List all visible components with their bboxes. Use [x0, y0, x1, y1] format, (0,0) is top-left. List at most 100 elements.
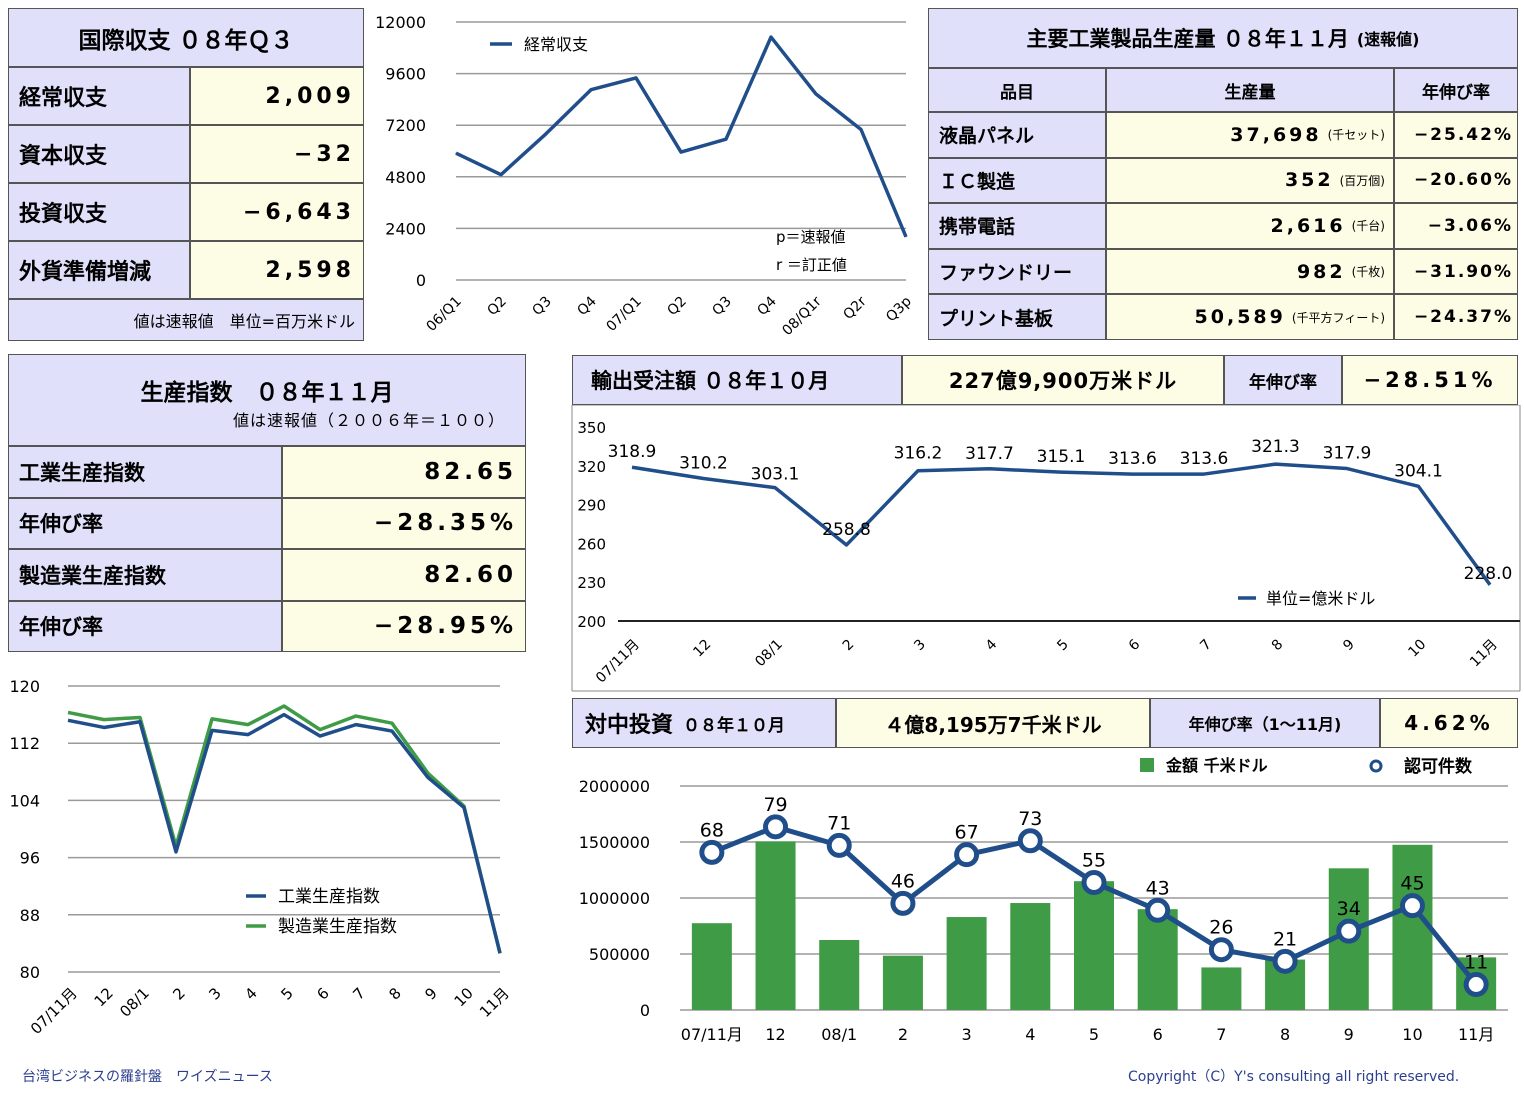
data-label: 228.0 [1464, 564, 1513, 584]
data-label: 317.9 [1323, 444, 1372, 464]
index-label: 製造業生産指数 [8, 549, 282, 601]
production-item: 液晶パネル [928, 112, 1106, 158]
x-tick-label: 06/Q1 [423, 294, 464, 335]
data-point [590, 89, 592, 91]
annotation-p: p＝速報値 [776, 228, 846, 246]
bop-value-current: 2,009 [190, 67, 364, 125]
x-tick-label: 11月 [1458, 1025, 1494, 1044]
bar-amount [1010, 903, 1051, 1010]
index-label: 年伸び率 [8, 600, 282, 652]
data-label: 68 [700, 819, 724, 841]
data-point [455, 152, 457, 154]
x-tick-label: 9 [1340, 637, 1358, 655]
legend-label: 工業生産指数 [278, 887, 380, 907]
x-tick-label: 3 [911, 637, 929, 655]
y-tick-label: 12000 [375, 13, 426, 32]
production-unit: (千セット) [1327, 128, 1385, 143]
x-tick-label: 4 [241, 984, 260, 1003]
x-tick-label: Q3 [529, 294, 554, 319]
y-tick-label: 9600 [385, 65, 426, 84]
production-item: プリント基板 [928, 294, 1106, 340]
y-tick-label: 0 [416, 271, 426, 290]
production-item: ファウンドリー [928, 248, 1106, 295]
y-tick-label: 2400 [385, 219, 426, 238]
production-item: 携帯電話 [928, 203, 1106, 249]
x-tick-label: 4 [983, 636, 1001, 654]
line-marker [1081, 869, 1107, 895]
data-label: 79 [763, 794, 787, 816]
data-label: 71 [827, 812, 851, 834]
china-yoy-value: 4.62% [1380, 698, 1518, 748]
x-tick-label: 07/11月 [593, 637, 643, 687]
production-qty: 37,698 [1230, 123, 1322, 146]
production-unit: (千台) [1351, 219, 1385, 234]
data-point [545, 133, 547, 135]
data-label: 46 [891, 870, 915, 892]
production-qty-cell: 50,589 (千平方フィート) [1106, 294, 1394, 340]
data-label: 318.9 [608, 442, 657, 462]
export-yoy-value: −28.51% [1342, 355, 1518, 405]
production-unit: (百万個) [1339, 173, 1385, 188]
data-point [770, 36, 772, 38]
x-tick-label: 4 [1025, 1025, 1035, 1044]
production-qty-cell: 982 (千枚) [1106, 248, 1394, 295]
x-tick-label: 6 [1126, 636, 1144, 654]
export-orders-chart: 200 230 260 290 320 350 07/11月 12 08/1 2 3 4 5 6 7 8 9 10… [571, 405, 1521, 692]
x-tick-label: 5 [1054, 637, 1072, 655]
x-tick-label: 5 [277, 984, 296, 1003]
legend-label: 単位=億米ドル [1266, 589, 1375, 608]
production-qty: 2,616 [1270, 214, 1346, 237]
x-tick-label: 9 [1344, 1025, 1354, 1044]
line-marker [763, 814, 789, 840]
data-label: 313.6 [1108, 449, 1157, 469]
index-label: 年伸び率 [8, 497, 282, 549]
bar-amount [691, 923, 732, 1010]
x-tick-label: 9 [421, 984, 440, 1003]
series-line-current-account [455, 35, 908, 238]
bop-value-investment: −6,643 [190, 183, 364, 241]
series-line-industrial [67, 712, 502, 954]
x-tick-label: 7 [1197, 637, 1215, 655]
x-tick-label: Q2 [664, 294, 689, 319]
data-label: 55 [1082, 849, 1106, 871]
production-yoy: −25.42% [1394, 112, 1518, 158]
line-marker [1336, 918, 1362, 944]
x-tick-label: 10 [1402, 1025, 1422, 1044]
bop-label-reserves: 外貨準備増減 [8, 241, 190, 299]
china-title-sub: ０８年１０月 [683, 715, 786, 736]
data-label: 317.7 [965, 444, 1014, 464]
production-qty-cell: 2,616 (千台) [1106, 203, 1394, 249]
bar-amount [882, 955, 923, 1010]
bar-amount [1074, 881, 1114, 1010]
line-marker [1208, 937, 1234, 963]
data-label: 304.1 [1394, 461, 1443, 481]
export-yoy-label: 年伸び率 [1224, 355, 1342, 405]
data-label: 316.2 [894, 444, 943, 464]
index-title-box: 生産指数 ０８年１１月 値は速報値（２００６年＝１００） [8, 354, 526, 446]
data-label: 21 [1273, 928, 1297, 950]
data-point [680, 151, 682, 153]
production-qty-cell: 37,698 (千セット) [1106, 112, 1394, 158]
data-point [905, 236, 907, 238]
production-qty: 352 [1284, 169, 1334, 192]
x-tick-label: 07/Q1 [603, 294, 644, 335]
x-tick-label: 10 [451, 984, 477, 1010]
y-tick-label: 7200 [385, 116, 426, 135]
bop-note: 値は速報値 単位=百万米ドル [8, 299, 364, 341]
production-item: ＩＣ製造 [928, 157, 1106, 204]
legend-label: 製造業生産指数 [278, 917, 397, 937]
series-line-export [631, 462, 1492, 586]
bop-label-current: 経常収支 [8, 67, 190, 125]
production-yoy: −20.60% [1394, 157, 1518, 204]
line-marker [699, 839, 725, 865]
x-tick-label: 10 [1405, 637, 1429, 661]
x-tick-label: 8 [1269, 637, 1287, 655]
x-tick-label: Q4 [574, 293, 599, 318]
x-tick-label: 6 [1153, 1025, 1163, 1044]
production-title: 主要工業製品生産量 ０８年１１月 (速報値) [928, 8, 1518, 68]
bar-amount [755, 841, 796, 1010]
data-label: 321.3 [1251, 437, 1300, 457]
y-tick-label: 80 [20, 963, 40, 982]
x-tick-label: 08/1 [752, 637, 786, 671]
